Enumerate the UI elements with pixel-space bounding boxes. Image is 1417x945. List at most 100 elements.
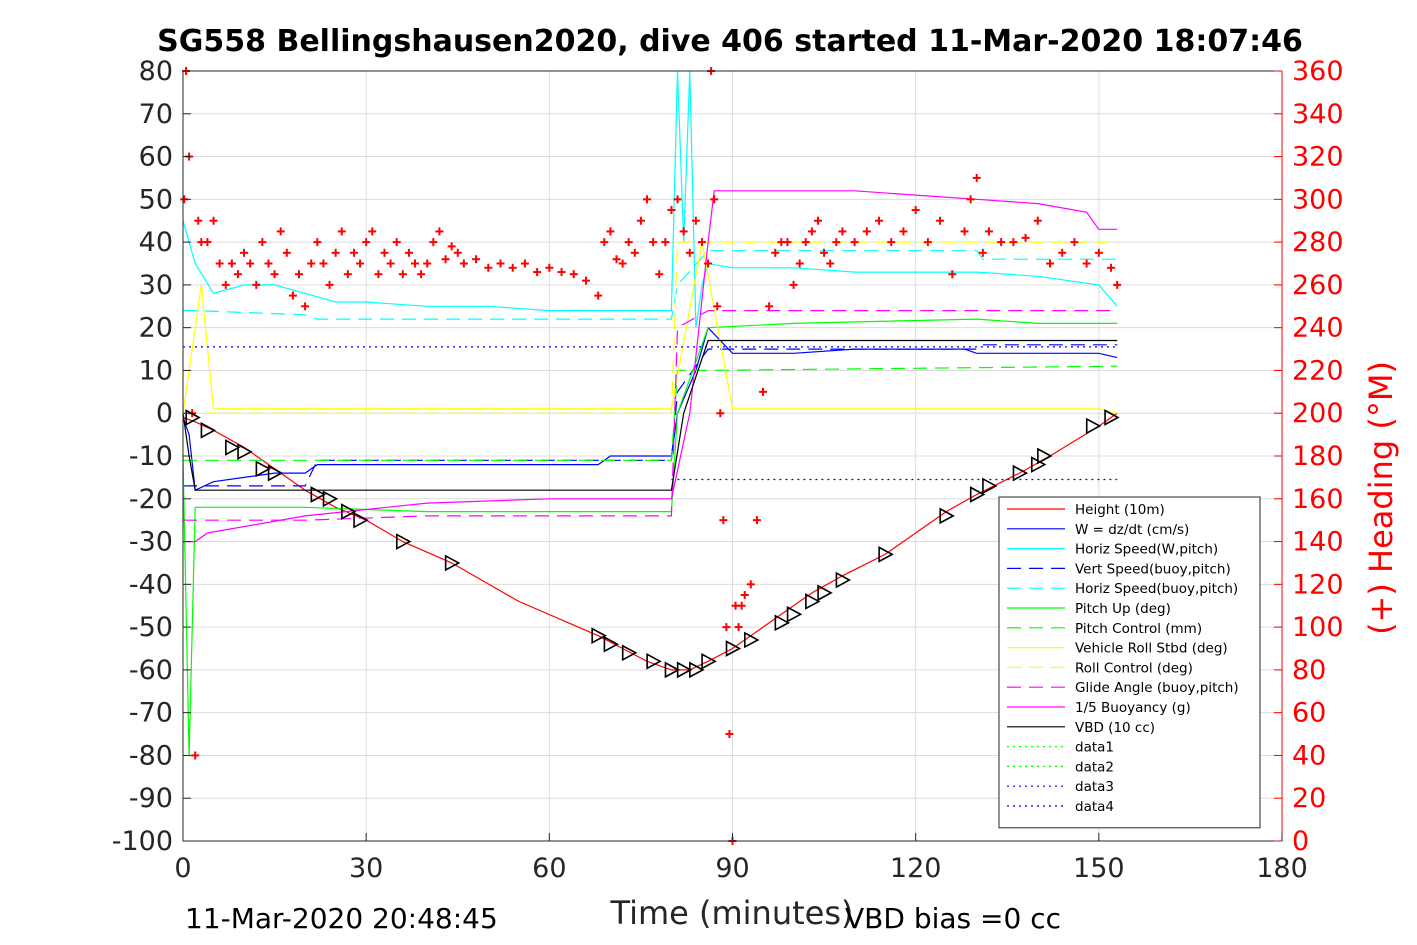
heading-point [997,238,1006,247]
height-marker [237,443,253,461]
heading-point [838,227,847,236]
heading-point [276,227,285,236]
heading-point [209,216,218,225]
heading-point [649,238,658,247]
heading-point [911,206,920,215]
height-marker [621,644,638,662]
height-marker [267,464,284,482]
left-tick-label: 40 [139,227,173,258]
x-tick-label: 120 [890,853,942,884]
heading-point [441,255,450,264]
heading-point [337,227,346,236]
x-axis-ticks: 0 30 60 90 120 150 180 [174,833,1308,884]
heading-point [789,280,798,289]
heading-point [282,248,291,257]
left-tick-label: -60 [129,655,173,686]
right-tick-label: 300 [1292,184,1344,215]
left-tick-label: 30 [139,270,173,301]
heading-point [661,238,670,247]
heading-point [630,248,639,257]
height-marker [1085,417,1102,435]
height-marker [817,584,833,602]
height-marker [255,460,272,478]
legend-label: Horiz Speed(buoy,pitch) [1075,581,1238,597]
heading-point [307,259,316,268]
height-marker [200,421,217,439]
legend-label: data3 [1075,779,1114,795]
heading-point [1021,233,1030,242]
heading-point [1045,259,1054,268]
heading-point [1094,248,1103,257]
heading-point [783,238,792,247]
height-marker [341,503,357,520]
height-marker [676,661,693,679]
heading-point [1107,263,1116,272]
height-marker [225,439,241,456]
heading-point [233,270,242,279]
heading-point [435,227,444,236]
right-tick-label: 0 [1292,826,1309,857]
legend-label: Vert Speed(buoy,pitch) [1075,561,1231,577]
heading-point [374,270,383,279]
heading-point [411,259,420,268]
heading-point [1070,238,1079,247]
height-marker [664,661,681,679]
left-tick-label: 20 [139,313,173,344]
heading-point [636,216,645,225]
heading-point [380,248,389,257]
height-marker [786,605,803,623]
heading-point [771,248,780,257]
left-tick-label: 80 [139,56,173,87]
heading-point [227,259,236,268]
heading-point [349,248,358,257]
heading-point [704,259,713,268]
heading-point [343,270,352,279]
heading-point [392,238,401,247]
heading-point [673,195,682,204]
height-marker [701,652,717,670]
height-marker [444,554,461,572]
height-marker [969,486,986,503]
heading-point [978,248,987,257]
heading-point [960,227,969,236]
heading-point [331,248,340,257]
heading-point [301,302,310,311]
left-tick-label: 10 [139,355,173,386]
heading-point [606,227,615,236]
heading-point [368,227,377,236]
right-tick-label: 160 [1292,484,1344,515]
heading-point [643,195,652,204]
right-tick-label: 20 [1292,783,1326,814]
legend-label: data2 [1075,759,1114,775]
heading-point [899,227,908,236]
left-tick-label: 0 [156,398,173,429]
heading-point [691,216,700,225]
x-tick-label: 30 [349,853,383,884]
heading-point [295,270,304,279]
heading-point [850,238,859,247]
heading-point [813,216,822,225]
right-axis-label: (+) Heading (°M) [1362,361,1400,635]
legend-label: Horiz Speed(W,pitch) [1075,542,1218,558]
height-marker [744,631,760,649]
heading-point [252,280,261,289]
x-axis-label: Time (minutes) [610,894,854,932]
heading-point [404,248,413,257]
height-marker [1037,447,1053,465]
left-tick-label: -50 [129,612,173,643]
heading-point [258,238,267,247]
left-tick-label: 60 [139,142,173,173]
heading-point [288,291,297,300]
legend-label: Roll Control (deg) [1075,660,1193,676]
heading-point [194,216,203,225]
right-tick-label: 240 [1292,313,1344,344]
left-tick-label: 50 [139,184,173,215]
heading-point [1009,238,1018,247]
height-marker [835,571,852,589]
heading-point [520,259,529,268]
heading-point [697,238,706,247]
heading-point [948,270,957,279]
heading-point [581,276,590,285]
heading-point [1082,259,1091,268]
